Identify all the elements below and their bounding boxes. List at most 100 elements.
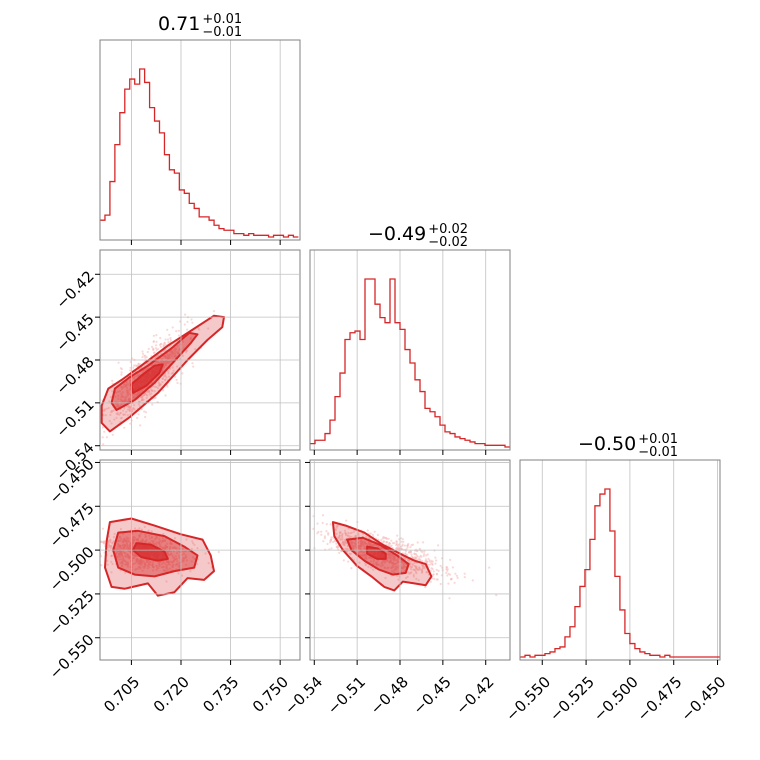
sample-point	[174, 555, 177, 558]
sample-point	[128, 397, 131, 400]
sample-point	[191, 321, 194, 324]
sample-point	[175, 563, 179, 566]
sample-point	[89, 538, 91, 540]
sample-point	[173, 349, 176, 353]
sample-point	[148, 563, 151, 566]
sample-point	[428, 563, 431, 566]
sample-point	[196, 547, 199, 550]
sample-point	[160, 360, 163, 363]
sample-point	[406, 546, 409, 549]
sample-point	[369, 532, 372, 535]
param-title-minus: −0.01	[202, 25, 242, 40]
sample-point	[155, 564, 158, 568]
y-tick-label: −0.500	[46, 543, 98, 595]
sample-point	[118, 536, 121, 539]
sample-point	[103, 540, 106, 543]
sample-point	[136, 567, 139, 570]
sample-point	[181, 354, 185, 358]
sample-point	[413, 552, 416, 555]
sample-point	[316, 522, 319, 525]
sample-point	[147, 347, 150, 350]
sample-point	[406, 575, 409, 579]
sample-point	[110, 560, 113, 563]
sample-point	[165, 376, 168, 379]
sample-point	[427, 557, 430, 561]
sample-point	[118, 413, 121, 416]
param-title-minus: −0.02	[428, 235, 468, 250]
sample-point	[108, 419, 111, 423]
sample-point	[121, 391, 124, 394]
sample-point	[162, 561, 165, 564]
sample-point	[113, 418, 116, 421]
sample-point	[176, 552, 179, 555]
sample-point	[117, 553, 121, 556]
sample-point	[120, 371, 123, 374]
sample-point	[431, 563, 434, 566]
sample-point	[105, 407, 108, 410]
sample-point	[166, 568, 170, 571]
sample-point	[192, 365, 195, 368]
sample-point	[336, 524, 339, 528]
sample-point	[132, 395, 135, 398]
sample-point	[124, 571, 127, 574]
param-title-plus: +0.01	[202, 12, 242, 27]
sample-point	[167, 550, 170, 553]
sample-point	[186, 320, 189, 323]
sample-point	[435, 568, 438, 572]
sample-point	[120, 537, 123, 541]
sample-point	[132, 366, 135, 369]
sample-point	[173, 352, 177, 355]
sample-point	[168, 542, 172, 545]
sample-point	[164, 363, 167, 366]
sample-point	[136, 416, 139, 420]
sample-point	[125, 546, 128, 549]
sample-point	[155, 360, 158, 363]
sample-point	[197, 327, 200, 330]
sample-point	[183, 557, 186, 560]
sample-point	[133, 562, 137, 565]
sample-point	[121, 544, 124, 547]
sample-point	[495, 594, 498, 597]
sample-point	[446, 574, 449, 577]
sample-point	[178, 547, 181, 550]
sample-point	[168, 375, 171, 378]
sample-point	[145, 561, 148, 564]
x-tick-label: 0.735	[199, 673, 242, 716]
sample-point	[121, 540, 124, 543]
y-tick-label: −0.525	[46, 587, 98, 639]
sample-point	[151, 403, 154, 406]
hist-panel-1	[309, 249, 511, 451]
sample-point	[129, 422, 132, 425]
sample-point	[418, 547, 421, 550]
sample-point	[380, 565, 383, 568]
y-tick-label: −0.45	[52, 310, 97, 355]
sample-point	[365, 554, 368, 558]
sample-point	[141, 389, 144, 392]
contour-inner	[130, 363, 164, 394]
sample-point	[122, 409, 125, 412]
param-title-plus: +0.01	[638, 432, 678, 447]
sample-point	[450, 578, 453, 581]
sample-point	[338, 551, 341, 555]
sample-point	[124, 560, 127, 563]
sample-point	[425, 571, 428, 574]
sample-point	[101, 527, 105, 530]
sample-point	[347, 560, 350, 563]
sample-point	[165, 356, 168, 359]
sample-point	[471, 579, 474, 582]
sample-point	[453, 581, 456, 584]
scatter-panel-2-1	[309, 459, 511, 661]
sample-point	[115, 405, 118, 408]
sample-point	[111, 390, 114, 393]
sample-point	[174, 557, 178, 561]
sample-point	[426, 553, 429, 556]
sample-point	[192, 542, 195, 545]
sample-point	[131, 542, 134, 545]
sample-point	[108, 400, 111, 403]
sample-point	[172, 563, 175, 566]
sample-point	[396, 574, 399, 577]
sample-point	[330, 538, 333, 542]
sample-point	[123, 407, 126, 410]
sample-point	[401, 538, 404, 541]
sample-point	[163, 355, 166, 358]
